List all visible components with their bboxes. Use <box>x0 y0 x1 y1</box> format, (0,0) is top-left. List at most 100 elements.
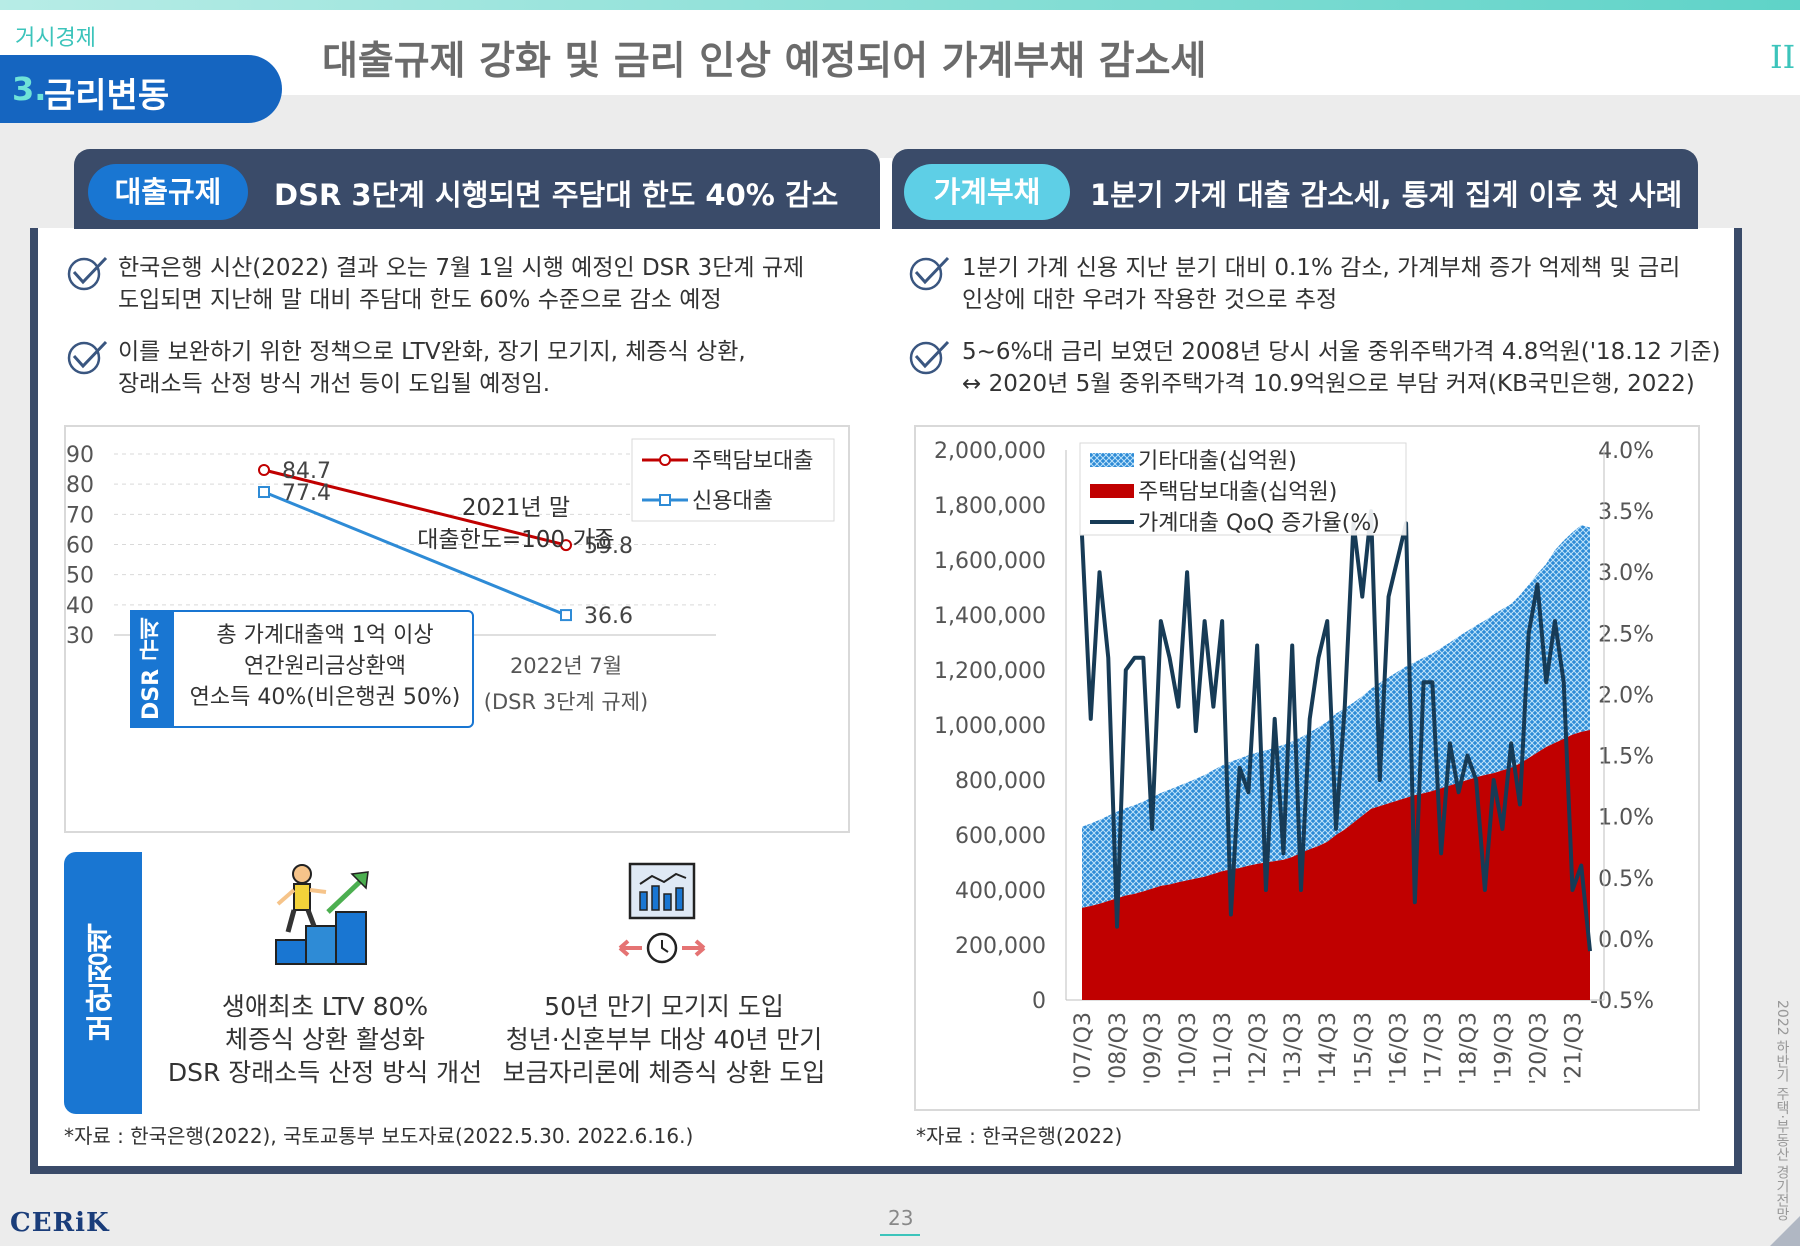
page-title: 대출규제 강화 및 금리 인상 예정되어 가계부채 감소세 <box>322 39 1207 84</box>
policy-line: DSR 장래소득 산정 방식 개선 <box>167 1058 483 1087</box>
cerik-logo: CERiK <box>10 1208 110 1238</box>
check-icon <box>909 256 950 291</box>
legend-box <box>1079 442 1407 536</box>
dsr-rule-line: 연소득 40%(비은행권 50%) <box>189 685 461 710</box>
x-tick-label: '19/Q3 <box>1491 1012 1516 1085</box>
x-tick-label: '13/Q3 <box>1281 1012 1306 1085</box>
x-tick-label: '15/Q3 <box>1351 1012 1376 1085</box>
x-tick-label: '12/Q3 <box>1246 1012 1271 1085</box>
left-source: *자료 : 한국은행(2022), 국토교통부 보도자료(2022.5.30. … <box>64 1124 694 1148</box>
left-bullet-1: 한국은행 시산(2022) 결과 오는 7월 1일 시행 예정인 DSR 3단계… <box>118 252 804 316</box>
loan-regulation-pill: 대출규제 <box>88 164 248 220</box>
right-bullet-2: 5~6%대 금리 보였던 2008년 당시 서울 중위주택가격 4.8억원('1… <box>962 336 1720 400</box>
left-tick-label: 2,000,000 <box>934 439 1046 464</box>
bullet-line: 이를 보완하기 위한 정책으로 LTV완화, 장기 모기지, 체증식 상환, <box>118 339 746 365</box>
bullet-line: 인상에 대한 우려가 작용한 것으로 추정 <box>962 287 1338 313</box>
legend-swatch <box>1090 453 1134 467</box>
right-tick-label: 3.5% <box>1598 500 1654 525</box>
dsr-rule-label-bg <box>130 610 174 728</box>
legend-label: 가계대출 QoQ 증가율(%) <box>1138 511 1380 536</box>
report-side-title: 2022 하반기 주택·부동산 경기전망 <box>1774 1000 1790 1222</box>
data-label: 77.4 <box>282 481 331 506</box>
policy-line: 생애최초 LTV 80% <box>221 992 429 1021</box>
top-accent-bar <box>0 0 1800 10</box>
dsr-rule-line: 연간원리금상환액 <box>244 654 406 679</box>
x-tick-label: 2022년 7월 <box>510 654 622 678</box>
y-tick-label: 30 <box>66 624 94 649</box>
x-tick-label: '17/Q3 <box>1421 1012 1446 1085</box>
policy-label-bar <box>64 852 142 1114</box>
left-tick-label: 400,000 <box>955 879 1046 904</box>
check-icon <box>67 340 108 375</box>
right-tick-label: 0.0% <box>1598 928 1654 953</box>
right-tick-label: 1.5% <box>1598 745 1654 770</box>
bullet-line: 도입되면 지난해 말 대비 주담대 한도 60% 수준으로 감소 예정 <box>118 287 722 313</box>
legend-label: 주택담보대출 <box>692 449 813 474</box>
right-source: *자료 : 한국은행(2022) <box>916 1124 1123 1148</box>
series-line <box>263 490 567 617</box>
section-number: 3. <box>12 70 47 108</box>
mortgage-chart-clock-icon <box>618 862 706 964</box>
data-label: 36.6 <box>584 604 633 629</box>
dsr-rule-box <box>130 610 474 728</box>
data-point <box>560 539 572 552</box>
policy-line: 청년·신혼부부 대상 40년 만기 <box>505 1025 823 1054</box>
y-tick-label: 40 <box>66 594 94 619</box>
y-tick-label: 50 <box>66 564 94 589</box>
mortgage-area <box>1082 729 1590 1000</box>
check-icon <box>909 340 950 375</box>
dsr-rule-line: 총 가계대출액 1억 이상 <box>216 623 434 648</box>
page-number-underline <box>880 1234 920 1236</box>
left-tick-label: 800,000 <box>955 769 1046 794</box>
dsr-rule-label: DSR 규제 <box>139 617 164 721</box>
left-tab-title: DSR 3단계 시행되면 주담대 한도 40% 감소 <box>274 178 839 212</box>
legend-label: 주택담보대출(십억원) <box>1138 480 1337 505</box>
legend-swatch <box>1090 484 1134 498</box>
tab-separator <box>880 158 892 234</box>
x-tick-sublabel: (DSR 3단계 규제) <box>484 690 648 714</box>
x-tick-label: '07/Q3 <box>1071 1012 1096 1085</box>
series-line <box>263 468 567 547</box>
dsr-rule-text: 총 가계대출액 1억 이상 연간원리금상환액 연소득 40%(비은행권 50%) <box>180 620 470 713</box>
household-debt-pill: 가계부채 <box>904 164 1070 220</box>
page-number: 23 <box>888 1206 914 1230</box>
left-tick-label: 0 <box>1032 989 1046 1014</box>
right-bullet-1: 1분기 가계 신용 지난 분기 대비 0.1% 감소, 가계부채 증가 억제책 … <box>962 252 1680 316</box>
left-tick-label: 1,600,000 <box>934 549 1046 574</box>
x-tick-label: '08/Q3 <box>1106 1012 1131 1085</box>
legend-marker <box>659 454 671 466</box>
x-tick-label: '16/Q3 <box>1386 1012 1411 1085</box>
data-point <box>560 609 572 622</box>
household-debt-chart: 2,000,000 1,800,000 1,600,000 1,400,000 1,20… <box>934 439 1654 1085</box>
annotation-line: 대출한도=100 기준 <box>417 527 614 553</box>
bullet-line: 1분기 가계 신용 지난 분기 대비 0.1% 감소, 가계부채 증가 억제책 … <box>962 255 1681 281</box>
policy-line: 50년 만기 모기지 도입 <box>544 992 784 1021</box>
y-tick-label: 80 <box>66 473 94 498</box>
left-tick-label: 1,400,000 <box>934 604 1046 629</box>
right-tick-label: 3.0% <box>1598 561 1654 586</box>
header-band <box>0 10 1800 95</box>
check-icon <box>67 256 108 291</box>
right-tick-label: 1.0% <box>1598 806 1654 831</box>
x-tick-label: '10/Q3 <box>1176 1012 1201 1085</box>
legend-label: 기타대출(십억원) <box>1138 449 1297 474</box>
data-label: 84.7 <box>282 459 331 484</box>
right-tick-label: 4.0% <box>1598 439 1654 464</box>
x-tick-label: '09/Q3 <box>1141 1012 1166 1085</box>
x-tick-label: '14/Q3 <box>1316 1012 1341 1085</box>
right-tick-label: 2.0% <box>1598 683 1654 708</box>
policy-line: 보금자리론에 체증식 상환 도입 <box>502 1058 826 1087</box>
legend-label: 신용대출 <box>692 489 773 514</box>
x-tick-label: '21/Q3 <box>1561 1012 1586 1085</box>
data-point <box>258 486 270 499</box>
bullet-line: 5~6%대 금리 보였던 2008년 당시 서울 중위주택가격 4.8억원('1… <box>962 339 1721 365</box>
right-tab-title: 1분기 가계 대출 감소세, 통계 집계 이후 첫 사례 <box>1090 178 1683 212</box>
chapter-numeral: II <box>1770 38 1796 76</box>
left-bullet-2: 이를 보완하기 위한 정책으로 LTV완화, 장기 모기지, 체증식 상환, 장… <box>118 336 746 400</box>
x-tick-label: '18/Q3 <box>1456 1012 1481 1085</box>
bullet-line: ↔ 2020년 5월 중위주택가격 10.9억원으로 부담 커져(KB국민은행,… <box>962 371 1695 397</box>
data-label: 59.8 <box>584 534 633 559</box>
stairs-climb-icon <box>275 864 369 965</box>
policy-line: 체증식 상환 활성화 <box>225 1025 425 1054</box>
y-tick-label: 70 <box>66 503 94 528</box>
